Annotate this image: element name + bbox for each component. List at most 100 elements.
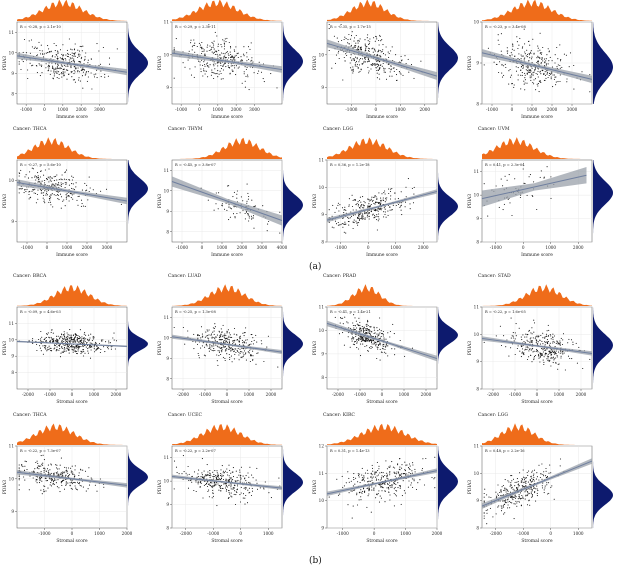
data-point	[483, 517, 485, 519]
data-point	[79, 341, 81, 343]
data-point	[524, 57, 526, 59]
data-point	[556, 46, 558, 49]
data-point	[40, 465, 42, 467]
data-point	[216, 472, 218, 474]
data-point	[533, 480, 535, 482]
data-point	[61, 484, 63, 486]
data-point	[223, 336, 225, 338]
data-point	[64, 172, 66, 174]
data-point	[376, 69, 378, 72]
data-point	[252, 350, 254, 352]
data-point	[217, 479, 219, 481]
data-point	[253, 339, 255, 341]
data-point	[251, 487, 253, 489]
data-point	[44, 179, 46, 182]
data-point	[99, 478, 101, 480]
data-point	[372, 51, 374, 53]
data-point	[208, 475, 211, 477]
data-point	[363, 476, 365, 478]
data-point	[425, 457, 427, 460]
data-point	[234, 55, 236, 57]
data-point	[379, 67, 381, 69]
data-point	[525, 346, 527, 348]
data-point	[48, 67, 50, 69]
data-point	[43, 194, 45, 196]
data-point	[55, 467, 58, 469]
data-point	[187, 487, 190, 489]
data-point	[57, 335, 59, 337]
data-point	[80, 346, 82, 348]
data-point	[234, 503, 237, 506]
data-point	[378, 192, 380, 194]
data-point	[502, 209, 504, 211]
data-point	[375, 342, 377, 344]
data-point	[81, 189, 83, 191]
data-point	[387, 483, 389, 486]
data-point	[539, 57, 541, 59]
data-point	[217, 475, 219, 477]
data-point	[64, 205, 66, 207]
data-point	[391, 486, 393, 488]
data-point	[537, 56, 539, 58]
data-point	[46, 334, 48, 336]
data-point	[58, 77, 60, 79]
data-point	[90, 349, 92, 351]
data-point	[34, 176, 36, 178]
data-point	[51, 184, 53, 186]
data-point	[241, 347, 243, 350]
data-point	[375, 35, 377, 37]
data-point	[18, 175, 20, 177]
data-point	[44, 202, 46, 204]
data-point	[39, 476, 41, 478]
data-point	[552, 342, 554, 344]
data-point	[78, 472, 80, 474]
data-point	[40, 343, 42, 345]
data-point	[368, 218, 370, 220]
data-point	[573, 88, 575, 90]
data-point	[343, 344, 345, 346]
data-point	[55, 350, 57, 352]
data-point	[36, 349, 38, 352]
data-point	[367, 43, 370, 45]
data-point	[363, 207, 365, 209]
data-point	[526, 339, 528, 341]
data-point	[215, 479, 217, 481]
data-point	[225, 478, 227, 480]
data-point	[74, 341, 76, 343]
data-point	[535, 336, 537, 338]
data-point	[222, 470, 224, 472]
data-point	[58, 67, 60, 69]
data-point	[352, 199, 354, 202]
data-point	[53, 176, 55, 178]
data-point	[515, 500, 517, 502]
data-point	[389, 466, 391, 468]
y-tick-label: 9	[11, 354, 14, 359]
data-point	[46, 468, 49, 470]
data-point	[36, 54, 39, 56]
data-point	[227, 53, 229, 55]
data-point	[342, 79, 344, 81]
data-point	[56, 338, 58, 340]
data-point	[544, 487, 546, 489]
data-point	[372, 47, 374, 49]
data-point	[368, 48, 371, 50]
data-point	[44, 190, 46, 192]
data-point	[246, 339, 248, 341]
data-point	[354, 317, 356, 319]
data-point	[370, 511, 372, 513]
data-point	[39, 478, 41, 480]
data-point	[434, 477, 436, 479]
data-point	[536, 57, 538, 59]
data-point	[399, 61, 401, 63]
data-point	[413, 193, 415, 195]
data-point	[359, 70, 361, 72]
data-point	[60, 481, 62, 483]
data-point	[211, 41, 213, 43]
data-point	[261, 343, 263, 345]
data-point	[234, 480, 236, 482]
data-point	[215, 336, 217, 338]
data-point	[220, 52, 223, 54]
data-point	[332, 204, 334, 206]
data-point	[85, 334, 87, 336]
data-point	[378, 49, 380, 51]
